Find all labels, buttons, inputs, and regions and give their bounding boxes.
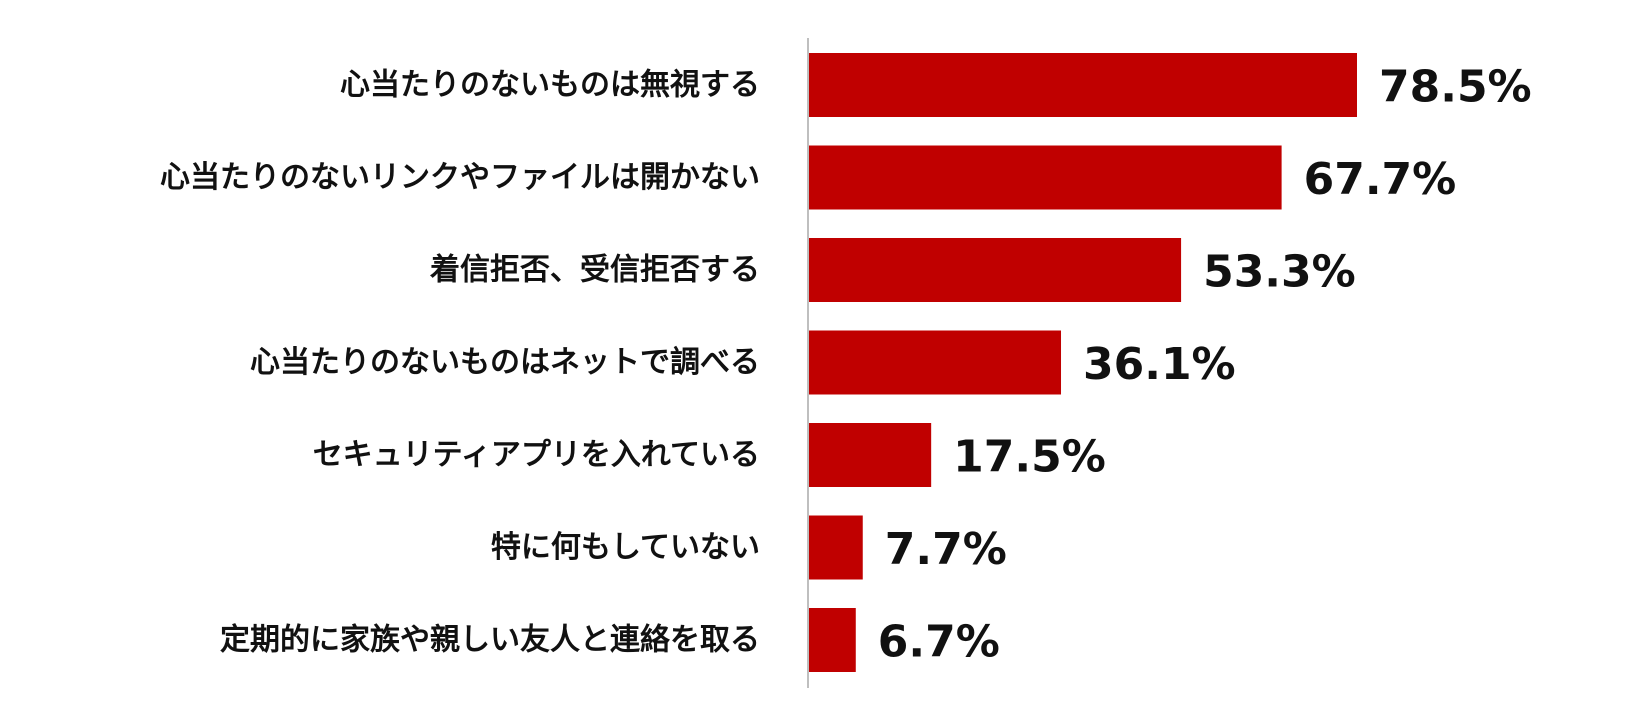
bar [809,515,863,580]
data-label: 67.7% [1304,154,1457,205]
category-label: 心当たりのないものは無視する [340,68,760,103]
category-label: 心当たりのないものはネットで調べる [250,345,760,380]
data-label: 6.7% [878,617,1000,668]
bars [809,53,1357,672]
data-label: 7.7% [885,524,1007,575]
category-label: 特に何もしていない [491,530,760,565]
category-label: 定期的に家族や親しい友人と連絡を取る [220,623,760,658]
category-label: 着信拒否、受信拒否する [430,253,760,288]
data-label: 17.5% [953,432,1106,483]
data-label: 36.1% [1083,339,1236,390]
category-labels: 心当たりのないものは無視する心当たりのないリンクやファイルは開かない着信拒否、受… [160,68,760,658]
bar [809,53,1357,117]
bar [809,608,856,672]
category-label: 心当たりのないリンクやファイルは開かない [160,160,760,195]
bar [809,238,1182,302]
bar [809,330,1062,395]
bar [809,423,932,487]
category-label: セキュリティアプリを入れている [313,438,760,473]
data-label: 78.5% [1379,62,1532,113]
bar [809,145,1282,210]
data-labels: 78.5% 67.7% 53.3% 36.1% 17.5% 7.7% 6.7% [878,62,1532,668]
data-label: 53.3% [1203,247,1356,298]
